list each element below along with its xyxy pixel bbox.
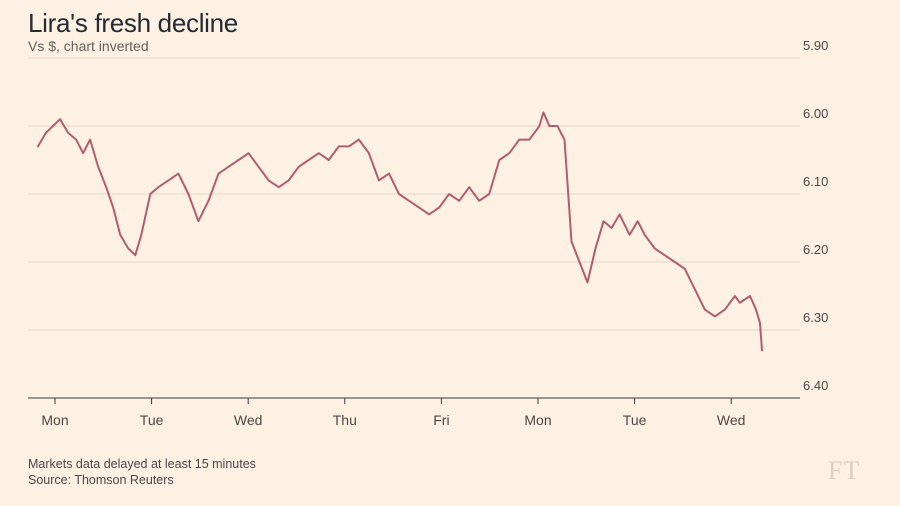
y-tick-label: 6.00 <box>803 106 828 121</box>
x-tick-label: Tue <box>140 412 164 428</box>
series-line <box>37 111 763 352</box>
x-tick-label: Wed <box>717 412 746 428</box>
x-tick-label: Tue <box>623 412 647 428</box>
chart-title: Lira's fresh decline <box>28 8 238 38</box>
x-tick-label: Thu <box>333 412 357 428</box>
footer-note: Markets data delayed at least 15 minutes <box>28 457 256 471</box>
y-tick-label: 6.20 <box>803 242 828 257</box>
chart-subtitle: Vs $, chart inverted <box>28 38 149 54</box>
y-tick-label: 6.10 <box>803 174 828 189</box>
footer-source: Source: Thomson Reuters <box>28 473 174 487</box>
x-tick-label: Wed <box>234 412 263 428</box>
y-tick-label: 6.40 <box>803 378 828 393</box>
x-tick-label: Mon <box>524 412 551 428</box>
chart-footer: Markets data delayed at least 15 minutes… <box>28 456 256 488</box>
ft-logo: FT <box>828 456 861 485</box>
x-tick-label: Fri <box>433 412 449 428</box>
y-tick-label: 5.90 <box>803 38 828 53</box>
y-tick-label: 6.30 <box>803 310 828 325</box>
x-tick-label: Mon <box>41 412 68 428</box>
